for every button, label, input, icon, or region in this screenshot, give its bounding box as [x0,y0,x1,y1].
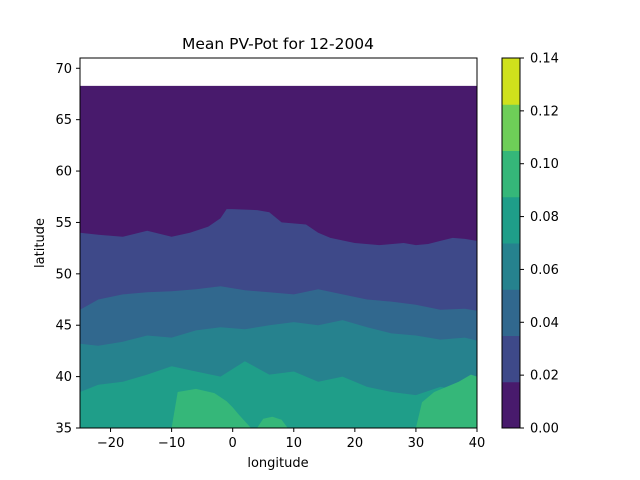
colorbar-segment [502,150,520,198]
plot-area [80,85,477,428]
colorbar-segment [502,335,520,383]
y-tick-label: 55 [55,216,72,231]
y-tick-label: 70 [55,62,72,77]
colorbar-segment [502,58,520,105]
y-tick-label: 60 [55,165,72,180]
y-tick-label: 50 [55,267,72,282]
y-tick-label: 45 [55,319,72,334]
y-tick-label: 40 [55,370,72,385]
colorbar-tick-label: 0.00 [530,422,559,437]
x-tick-label: 20 [347,436,364,451]
colorbar-tick-label: 0.04 [530,316,559,331]
y-tick-label: 65 [55,113,72,128]
plot-frame [79,57,478,429]
x-tick-label: 10 [285,436,302,451]
chart-title: Mean PV-Pot for 12-2004 [182,35,374,53]
contour-band-above-0.10-4 [171,388,251,428]
colorbar-tick-label: 0.10 [530,157,559,172]
contour-band-above-0.10-5 [415,374,477,428]
colorbar-tick-label: 0.08 [530,210,559,225]
colorbar-segment [502,381,520,429]
colorbar: 0.00 0.02 0.04 0.06 0.08 0.10 0.12 0.14 [501,52,559,437]
colorbar-segment [502,104,520,151]
x-tick-label: −10 [158,436,185,451]
colorbar-segment [502,196,520,244]
x-tick-label: 0 [229,436,237,451]
x-axis-title: longitude [247,456,308,471]
colorbar-tick-label: 0.14 [530,52,559,67]
contour-band-above-0.10-6 [257,416,288,428]
colorbar-tick-label: 0.12 [530,104,559,119]
y-axis-title: latitude [33,218,48,268]
x-tick-label: 30 [408,436,425,451]
colorbar-segment [502,289,520,336]
y-axis: 35 40 45 50 55 60 65 70 [55,62,80,437]
colorbar-tick-label: 0.06 [530,263,559,278]
x-tick-label: −20 [97,436,124,451]
y-tick-label: 35 [55,422,72,437]
colorbar-frame [501,57,521,429]
x-axis: −20 −10 0 10 20 30 40 [97,428,485,451]
colorbar-segment [502,243,520,290]
colorbar-tick-label: 0.02 [530,369,559,384]
x-tick-label: 40 [469,436,486,451]
